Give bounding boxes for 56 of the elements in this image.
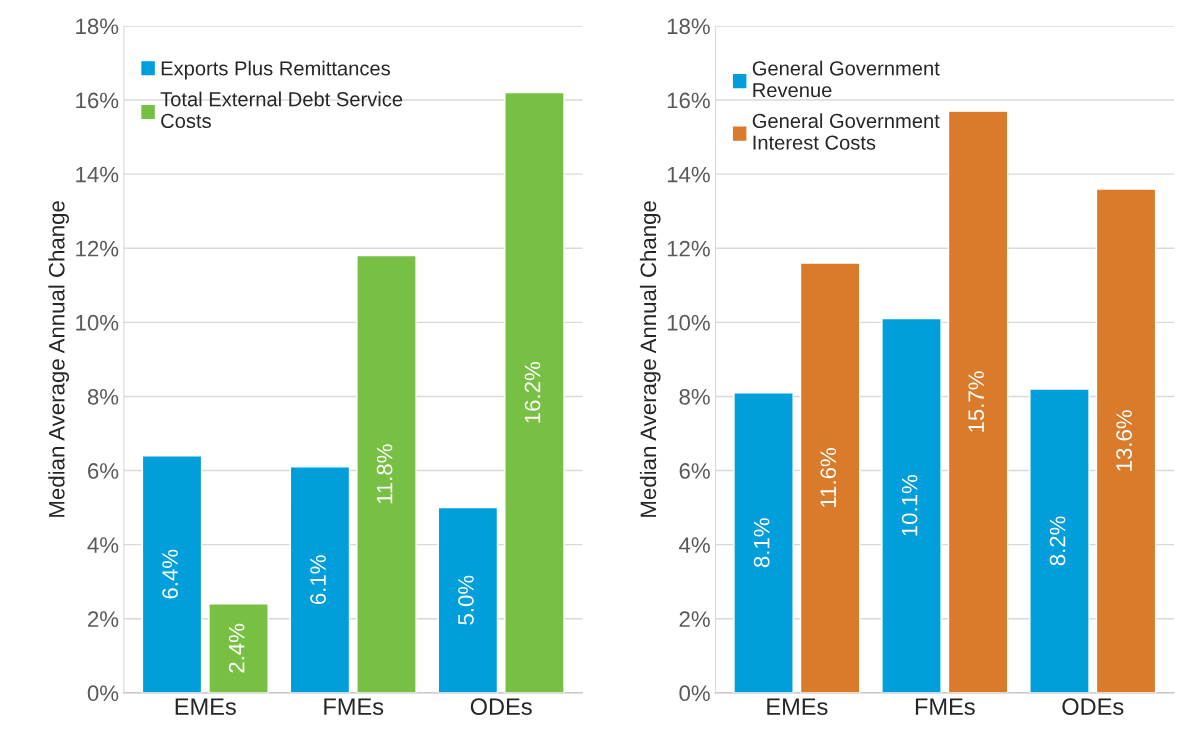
bar — [947, 110, 1009, 693]
bar — [356, 254, 417, 693]
y-axis-title: Median Average Annual Change — [639, 201, 661, 517]
y-tick-label: 6% — [88, 463, 119, 479]
y-tick-label: 12% — [667, 240, 710, 257]
bar — [881, 317, 942, 693]
bar — [1029, 388, 1090, 693]
data-label: 10.1% — [901, 475, 918, 536]
data-label: 2.4% — [228, 623, 245, 673]
legend-label: Exports Plus Remittances — [161, 60, 390, 80]
x-tick-label: FMEs — [324, 698, 384, 716]
legend-label: General Government Interest Costs — [752, 113, 940, 150]
x-tick-label: EMEs — [175, 698, 236, 716]
data-label: 6.4% — [162, 549, 178, 599]
x-tick-label: EMEs — [767, 698, 828, 716]
x-tick-label: FMEs — [915, 698, 975, 716]
y-tick-label: 4% — [87, 537, 119, 553]
y-axis-title: Median Average Annual Change — [48, 201, 70, 517]
x-tick-label: ODEs — [1062, 698, 1124, 716]
bar — [504, 91, 565, 693]
data-label: 8.2% — [1049, 516, 1066, 566]
y-tick-label: 14% — [76, 166, 119, 183]
y-tick-label: 10% — [667, 314, 710, 331]
y-tick-label: 8% — [679, 388, 710, 405]
y-tick-label: 16% — [667, 92, 710, 109]
y-tick-label: 2% — [88, 611, 119, 627]
data-label: 16.2% — [524, 362, 541, 423]
y-tick-label: 12% — [76, 240, 119, 257]
y-tick-label: 14% — [667, 166, 710, 183]
y-tick-label: 8% — [87, 388, 119, 405]
y-tick-label: 18% — [76, 18, 119, 35]
data-label: 5.0% — [458, 575, 474, 625]
y-tick-label: 18% — [667, 18, 710, 35]
data-label: 15.7% — [968, 371, 985, 432]
data-label: 6.1% — [310, 555, 326, 605]
y-tick-label: 2% — [679, 611, 710, 627]
data-label: 11.6% — [820, 448, 837, 507]
bar — [208, 603, 269, 693]
data-label: 8.1% — [753, 518, 770, 568]
x-tick-label: ODEs — [470, 698, 532, 716]
data-label: 11.8% — [376, 444, 393, 504]
legend-label: Total External Debt Service Costs — [160, 91, 403, 129]
y-tick-label: 6% — [679, 463, 710, 479]
y-tick-label: 4% — [679, 537, 710, 553]
bar — [141, 455, 203, 693]
y-tick-label: 0% — [87, 685, 119, 702]
bar — [1095, 188, 1157, 693]
legend-label: General Government Revenue — [752, 60, 940, 98]
bar — [289, 466, 351, 693]
y-tick-label: 16% — [76, 92, 119, 109]
bar — [799, 262, 861, 693]
y-tick-label: 10% — [76, 314, 119, 331]
bar — [733, 392, 794, 693]
bar — [437, 506, 499, 693]
data-label: 13.6% — [1116, 410, 1132, 471]
y-tick-label: 0% — [679, 685, 710, 702]
